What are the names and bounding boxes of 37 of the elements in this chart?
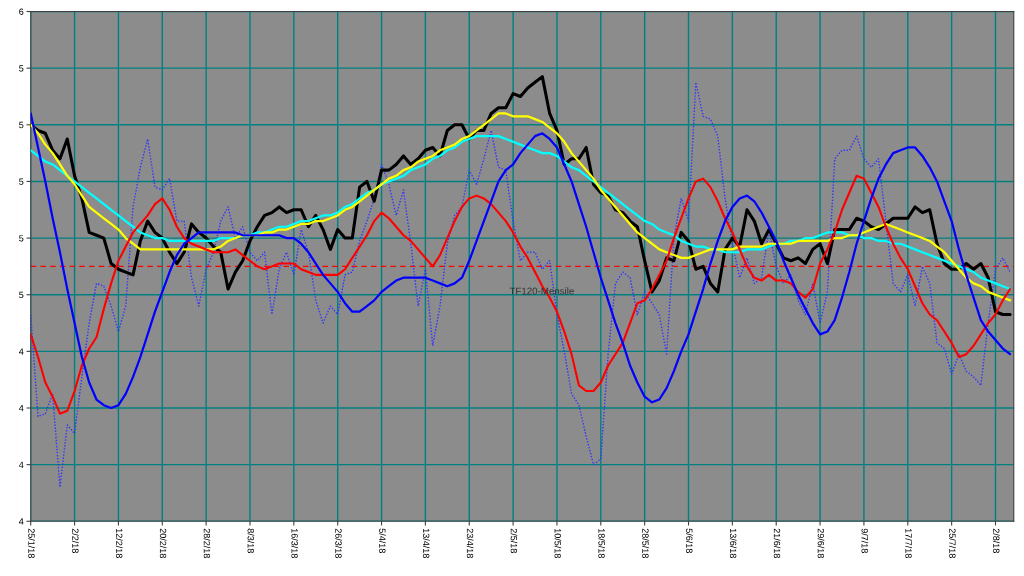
line-series	[30, 112, 1012, 410]
x-tick-label: 12/2/18	[116, 528, 123, 558]
x-tick-label: 2/2/18	[72, 528, 79, 553]
x-tick-label: 26/3/18	[335, 528, 342, 558]
x-tick-label: 28/5/18	[642, 528, 649, 558]
x-tick-label: 16/3/18	[291, 528, 299, 558]
x-tick-label: 10/5/18	[554, 528, 562, 558]
y-tick-label: 4	[18, 461, 24, 468]
y-tick-label: 5	[19, 121, 24, 129]
x-tick-label: 21/6/18	[773, 528, 781, 558]
x-tick-label: 29/6/18	[817, 528, 825, 558]
x-tick-label: 2/8/18	[993, 528, 1000, 553]
line-series	[30, 81, 1011, 488]
y-tick-label: 5	[19, 178, 24, 185]
x-tick-label: 25/7/18	[949, 528, 956, 558]
x-tick-label: 13/6/18	[729, 528, 737, 558]
x-tick-label: 25/1/18	[28, 528, 35, 558]
x-tick-label: 8/3/18	[247, 528, 255, 553]
x-tick-label: 5/4/18	[379, 528, 386, 553]
line-series	[30, 112, 1012, 302]
x-tick-label: 18/5/18	[598, 528, 606, 558]
y-tick-label: 5	[19, 235, 24, 242]
x-tick-label: 28/2/18	[203, 528, 211, 558]
line-series	[30, 174, 1012, 415]
x-tick-label: 5/6/18	[686, 528, 693, 553]
y-tick-label: 4	[18, 405, 24, 412]
x-tick-label: 23/4/18	[466, 528, 474, 558]
x-tick-label: 17/7/18	[905, 528, 912, 558]
x-tick-label: 2/5/18	[510, 528, 518, 553]
x-tick-label: 9/7/18	[861, 528, 869, 553]
y-tick-label: 5	[19, 291, 24, 299]
x-tick-label: 20/2/18	[159, 528, 167, 558]
y-tick-label: 5	[19, 65, 24, 72]
y-tick-label: 4	[18, 348, 24, 355]
y-tick-label: 4	[18, 518, 24, 525]
y-tick-label: 6	[19, 8, 24, 15]
x-tick-label: 13/4/18	[422, 528, 430, 558]
